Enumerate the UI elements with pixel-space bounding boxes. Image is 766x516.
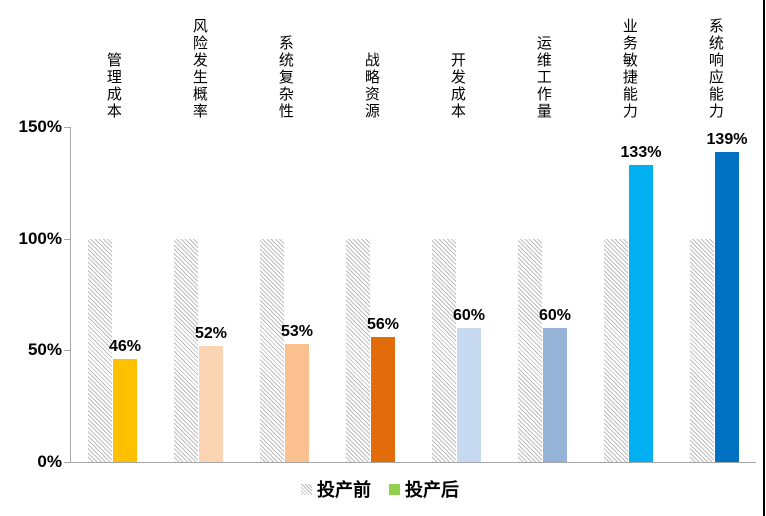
bar-after-2[interactable]	[199, 345, 223, 462]
y-tick-label: 50%	[27, 340, 62, 360]
legend-swatch-1	[301, 483, 312, 495]
category-label-text: 运维工作量	[534, 35, 552, 120]
legend-label: 投产前	[317, 480, 371, 500]
y-axis-line	[70, 127, 71, 463]
x-axis-line	[70, 462, 756, 463]
category-label-text: 系统响应能力	[706, 18, 724, 120]
bar-before-8[interactable]	[690, 238, 714, 462]
bar-before-3[interactable]	[260, 238, 284, 462]
value-label: 46%	[108, 338, 142, 356]
legend: 投产前 投产后	[0, 476, 760, 502]
bar-after-6[interactable]	[543, 328, 567, 462]
bar-before-6[interactable]	[518, 238, 542, 462]
bar-before-1[interactable]	[88, 238, 112, 462]
bar-before-5[interactable]	[432, 238, 456, 462]
category-label-text: 业务敏捷能力	[620, 18, 638, 120]
category-label-text: 开发成本	[448, 52, 466, 120]
legend-item-2[interactable]: 投产后	[389, 476, 459, 502]
value-label: 52%	[194, 324, 228, 342]
category-label: 系统响应能力	[690, 0, 739, 120]
bar-group-5: 开发成本 60%	[432, 0, 485, 516]
category-label: 管理成本	[88, 0, 137, 120]
value-label: 60%	[538, 307, 572, 324]
value-label: 60%	[452, 307, 486, 324]
bar-after-3[interactable]	[285, 343, 309, 462]
value-label: 53%	[280, 322, 314, 340]
bar-group-6: 运维工作量 60%	[518, 0, 571, 516]
value-label: 56%	[366, 315, 400, 333]
value-label: 139%	[706, 130, 748, 148]
category-label-text: 管理成本	[104, 52, 122, 120]
value-label: 133%	[620, 143, 662, 161]
bar-after-1[interactable]	[113, 359, 137, 462]
legend-label: 投产后	[405, 480, 459, 500]
y-tick-mark	[64, 238, 71, 240]
category-label: 系统复杂性	[260, 0, 309, 120]
bar-before-7[interactable]	[604, 238, 628, 462]
bar-group-2: 风险发生概率 52%	[174, 0, 227, 516]
bar-before-2[interactable]	[174, 238, 198, 462]
y-tick-mark	[64, 462, 71, 463]
category-label-text: 风险发生概率	[190, 18, 208, 120]
y-tick-mark	[64, 350, 71, 352]
right-border-line	[763, 0, 765, 516]
bar-after-8[interactable]	[715, 151, 739, 462]
y-tick-label: 150%	[18, 117, 62, 136]
bar-before-4[interactable]	[346, 238, 370, 462]
bar-group-1: 管理成本 46%	[88, 0, 141, 516]
bar-group-7: 业务敏捷能力 133%	[604, 0, 661, 516]
bar-group-3: 系统复杂性 53%	[260, 0, 313, 516]
category-label: 风险发生概率	[174, 0, 223, 120]
bar-group-8: 系统响应能力 139%	[690, 0, 747, 516]
legend-swatch-2	[389, 483, 400, 495]
category-label: 开发成本	[432, 0, 481, 120]
category-label-text: 战略资源	[362, 52, 380, 120]
category-label-text: 系统复杂性	[276, 35, 294, 120]
legend-item-1[interactable]: 投产前	[301, 476, 371, 502]
category-label: 运维工作量	[518, 0, 567, 120]
y-tick-mark	[64, 127, 71, 128]
y-tick-label: 0%	[37, 452, 62, 471]
bar-after-4[interactable]	[371, 336, 395, 462]
category-label: 业务敏捷能力	[604, 0, 653, 120]
y-tick-label: 100%	[18, 228, 62, 248]
bar-after-7[interactable]	[629, 164, 653, 462]
bar-after-5[interactable]	[457, 328, 481, 462]
bar-group-4: 战略资源 56%	[346, 0, 399, 516]
category-label: 战略资源	[346, 0, 395, 120]
